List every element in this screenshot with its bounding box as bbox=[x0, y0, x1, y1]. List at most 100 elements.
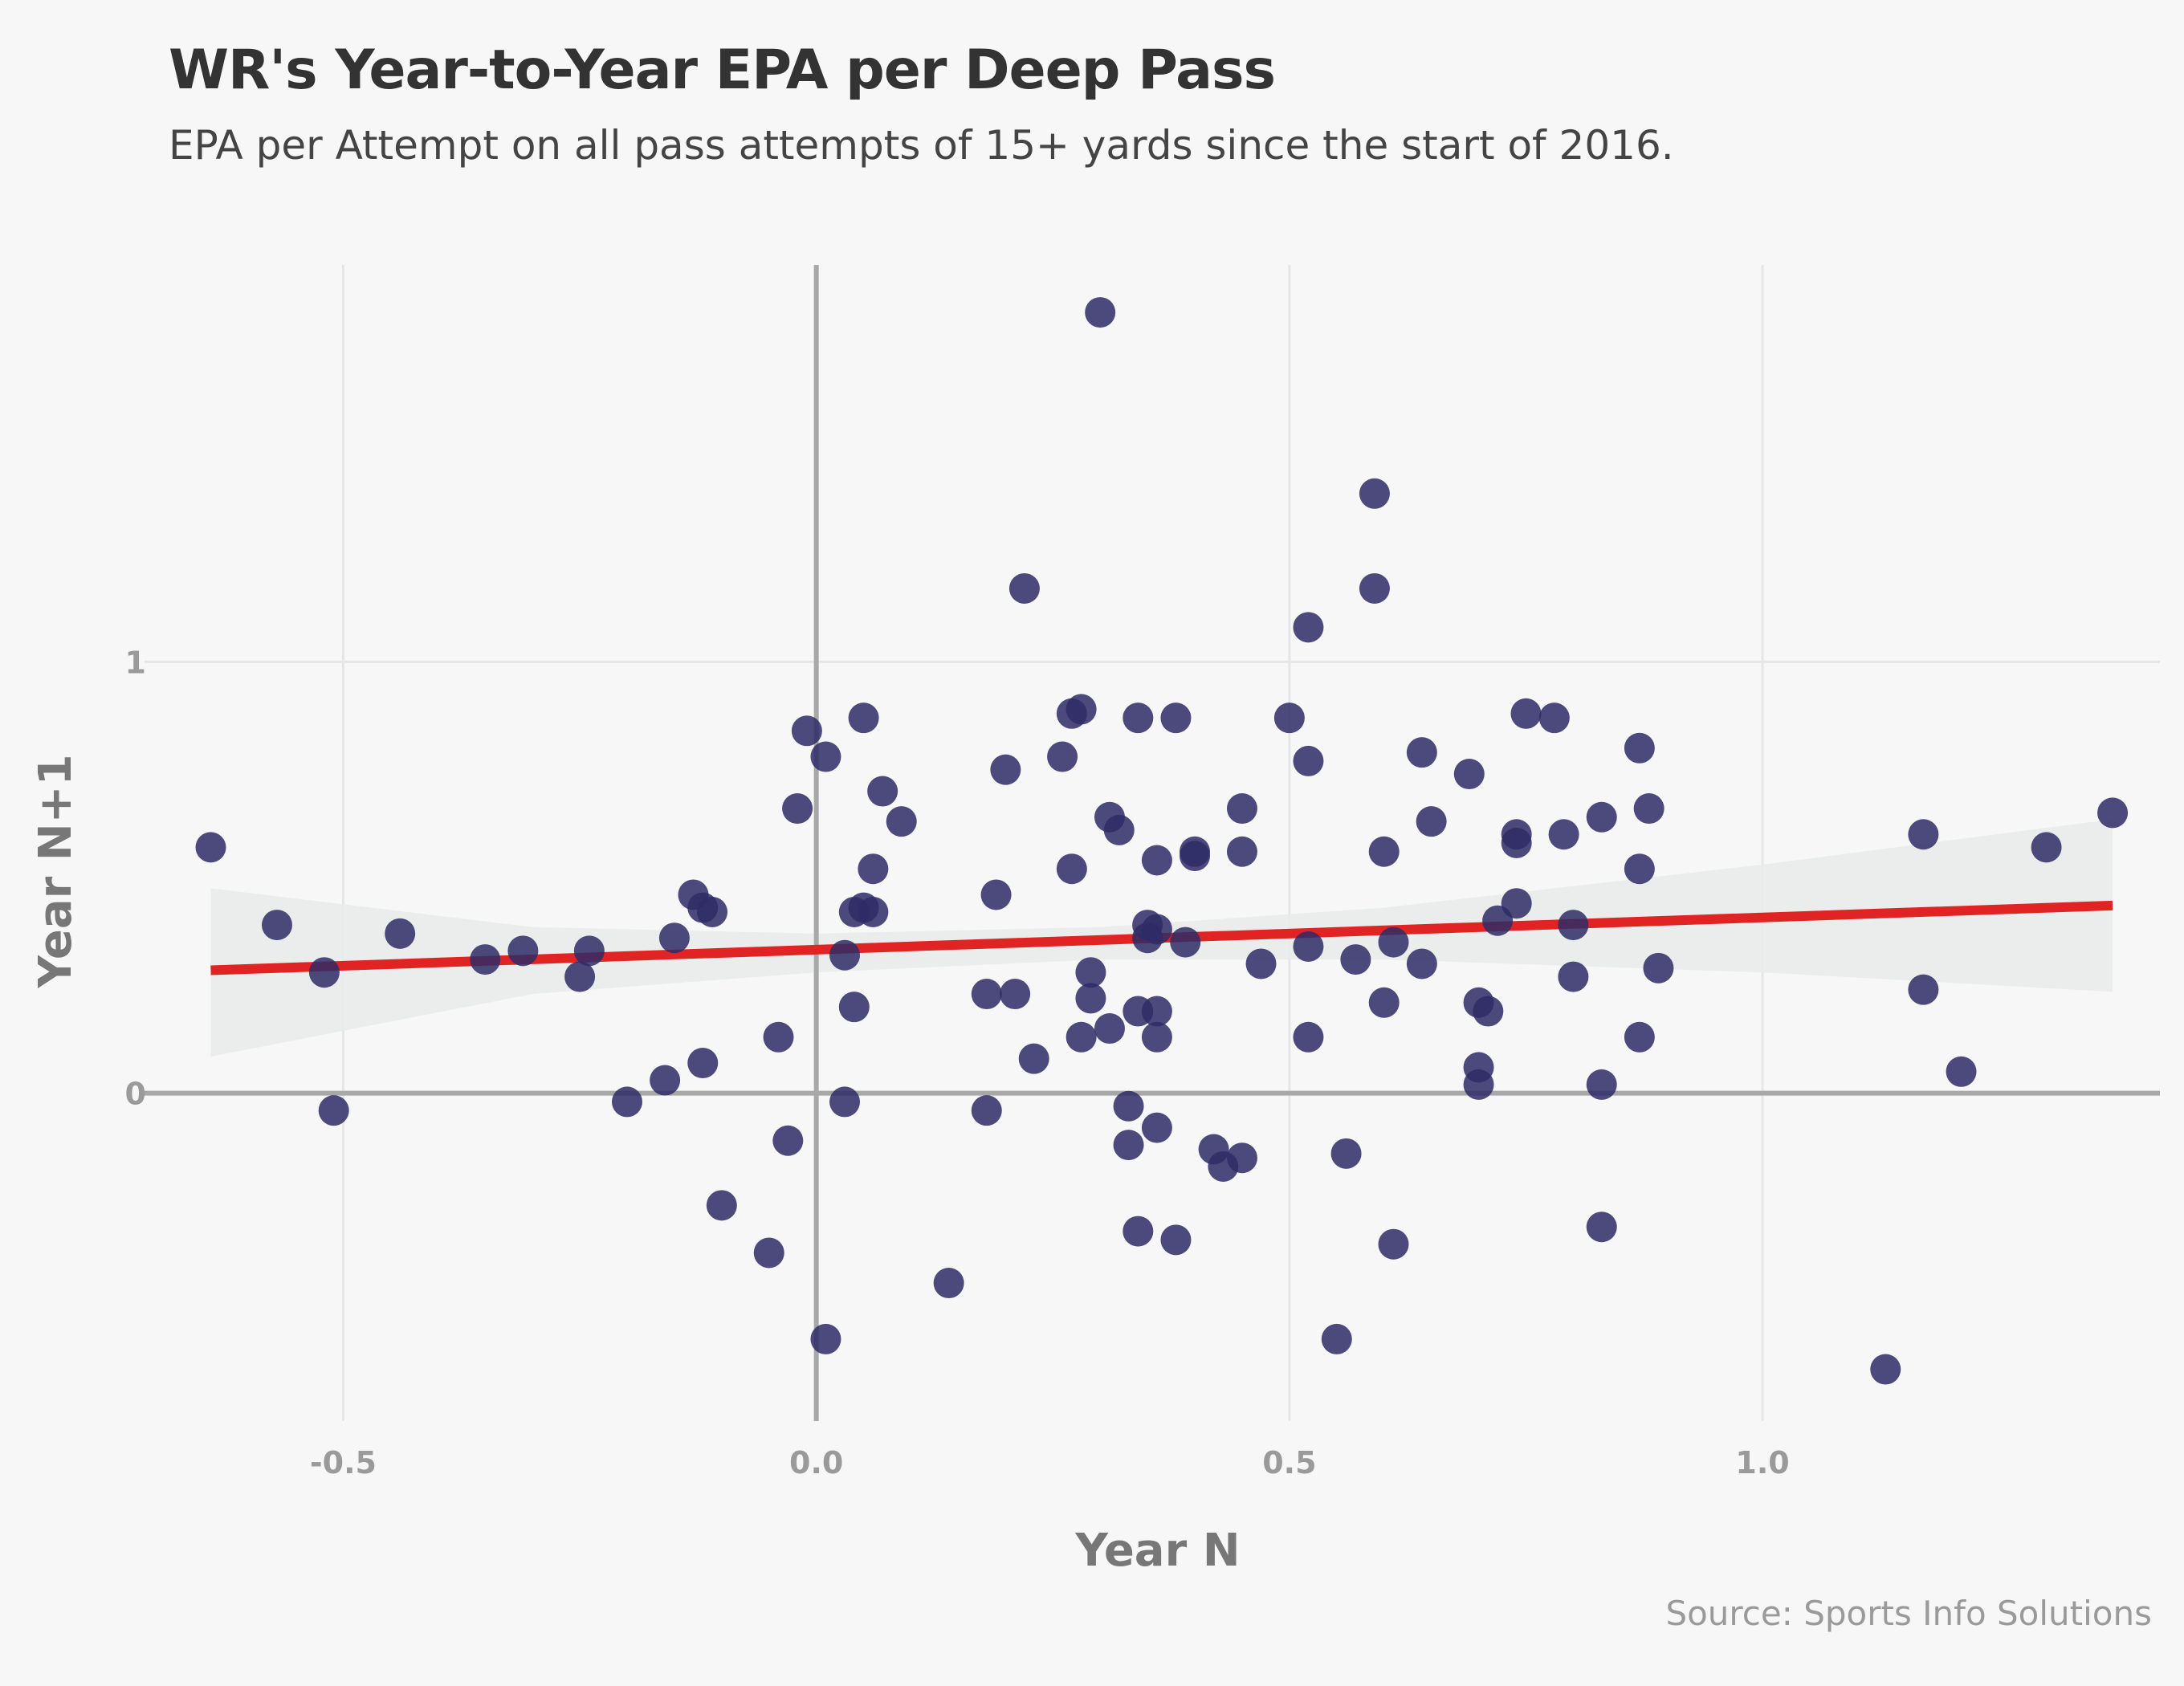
data-point bbox=[1293, 745, 1324, 776]
data-point bbox=[763, 1021, 794, 1053]
data-point bbox=[1473, 996, 1504, 1027]
data-point bbox=[1226, 793, 1257, 825]
data-point bbox=[1113, 1090, 1144, 1122]
data-point bbox=[1416, 806, 1447, 837]
data-point bbox=[1624, 853, 1655, 885]
data-point bbox=[318, 1095, 349, 1126]
data-point bbox=[772, 1125, 804, 1156]
tick-labels-layer: -0.5 0.0 0.5 1.0 0 1 bbox=[125, 645, 1790, 1480]
data-point bbox=[1321, 1323, 1352, 1354]
data-point bbox=[470, 944, 501, 975]
data-point bbox=[980, 879, 1012, 910]
data-point bbox=[1624, 1021, 1655, 1053]
data-point bbox=[1123, 1216, 1154, 1247]
chart-caption: Source: Sports Info Solutions bbox=[1665, 1594, 2152, 1633]
data-point bbox=[1330, 1138, 1362, 1169]
data-point bbox=[1103, 814, 1135, 845]
y-tick-label: 0 bbox=[125, 1077, 146, 1112]
data-point bbox=[611, 1086, 642, 1118]
data-point bbox=[753, 1237, 784, 1269]
data-point bbox=[385, 918, 416, 949]
data-point bbox=[1368, 836, 1400, 867]
data-point bbox=[1406, 948, 1437, 979]
data-point bbox=[858, 896, 889, 927]
data-point bbox=[829, 1086, 861, 1118]
data-point bbox=[706, 1190, 737, 1221]
data-point bbox=[1113, 1130, 1144, 1161]
data-point bbox=[650, 1065, 681, 1096]
data-point bbox=[1141, 1112, 1172, 1143]
data-point bbox=[1633, 793, 1664, 825]
x-axis-title: Year N bbox=[1074, 1525, 1240, 1577]
data-point bbox=[990, 754, 1021, 785]
data-point bbox=[1056, 853, 1087, 885]
data-point bbox=[1558, 961, 1589, 992]
data-point bbox=[1141, 914, 1172, 945]
data-point bbox=[1170, 926, 1201, 958]
data-point bbox=[791, 715, 822, 747]
data-point bbox=[1359, 572, 1390, 604]
data-point bbox=[1510, 698, 1542, 729]
data-point bbox=[1085, 297, 1116, 328]
y-axis-title: Year N+1 bbox=[30, 754, 82, 988]
data-point bbox=[564, 961, 596, 992]
data-point bbox=[1293, 931, 1324, 962]
data-point bbox=[971, 979, 1002, 1010]
data-point bbox=[1293, 1021, 1324, 1053]
data-point bbox=[1293, 612, 1324, 643]
data-point bbox=[2097, 797, 2129, 829]
data-point bbox=[507, 935, 539, 967]
data-point bbox=[1123, 702, 1154, 734]
data-point bbox=[1094, 1013, 1125, 1045]
data-point bbox=[1463, 1069, 1494, 1100]
data-point bbox=[2031, 832, 2062, 863]
data-point bbox=[1368, 987, 1400, 1018]
data-point bbox=[195, 832, 226, 863]
data-point bbox=[1180, 841, 1211, 872]
data-point bbox=[1501, 888, 1532, 919]
y-tick-label: 1 bbox=[125, 645, 146, 680]
data-point bbox=[1359, 478, 1390, 509]
data-point bbox=[1160, 702, 1192, 734]
data-point bbox=[658, 922, 690, 954]
data-point bbox=[933, 1268, 964, 1299]
data-point bbox=[1047, 741, 1078, 772]
data-point bbox=[971, 1095, 1002, 1126]
data-point bbox=[1406, 737, 1437, 768]
data-point bbox=[1453, 759, 1485, 790]
data-point bbox=[1340, 944, 1371, 975]
data-point bbox=[308, 957, 340, 988]
x-tick-label: 1.0 bbox=[1735, 1445, 1789, 1480]
data-point bbox=[261, 910, 292, 941]
data-point bbox=[1548, 819, 1579, 850]
data-point bbox=[1378, 926, 1409, 958]
points-layer bbox=[195, 297, 2129, 1385]
data-point bbox=[1160, 1224, 1192, 1256]
data-point bbox=[858, 853, 889, 885]
data-point bbox=[829, 939, 861, 971]
data-point bbox=[1018, 1043, 1049, 1074]
data-point bbox=[1075, 957, 1106, 988]
zero-lines-layer bbox=[145, 265, 2160, 1421]
data-point bbox=[687, 1048, 719, 1079]
data-point bbox=[1946, 1056, 1977, 1087]
data-point bbox=[810, 741, 841, 772]
x-tick-label: -0.5 bbox=[310, 1445, 377, 1480]
data-point bbox=[1378, 1228, 1409, 1260]
data-point bbox=[1000, 979, 1031, 1010]
data-point bbox=[1075, 983, 1106, 1014]
data-point bbox=[1501, 828, 1532, 858]
data-point bbox=[1066, 1021, 1097, 1053]
data-point bbox=[1141, 1021, 1172, 1053]
data-point bbox=[867, 776, 898, 807]
data-point bbox=[1273, 702, 1305, 734]
data-point bbox=[1908, 819, 1939, 850]
data-point bbox=[697, 896, 728, 927]
data-point bbox=[1141, 996, 1172, 1027]
data-point bbox=[1870, 1354, 1901, 1385]
data-point bbox=[1141, 845, 1172, 876]
data-point bbox=[1226, 1142, 1257, 1174]
data-point bbox=[573, 935, 605, 967]
data-point bbox=[810, 1323, 841, 1354]
